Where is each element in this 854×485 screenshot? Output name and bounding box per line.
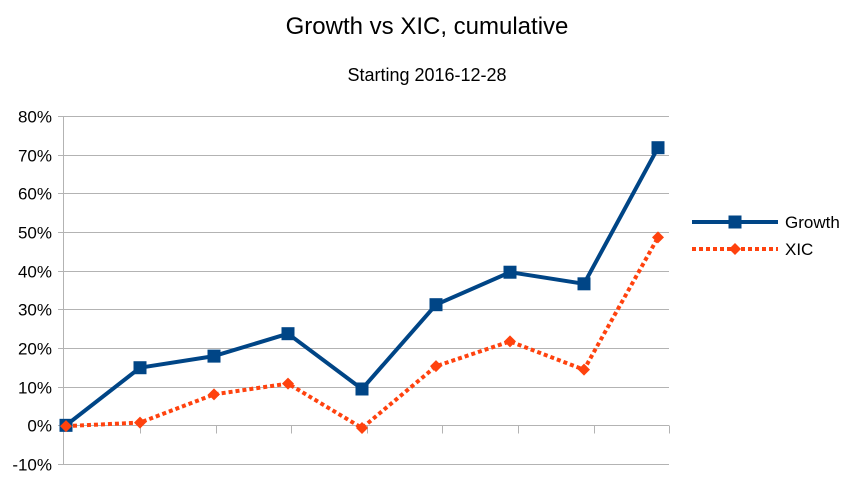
- y-tick-label: 70%: [18, 147, 52, 166]
- data-point-growth: [503, 265, 517, 279]
- series-line-xic: [65, 236, 660, 430]
- legend-label-xic: XIC: [785, 240, 813, 259]
- y-tick-label: 30%: [18, 301, 52, 320]
- y-tick-label: 40%: [18, 263, 52, 282]
- legend-label-growth: Growth: [785, 213, 840, 232]
- data-point-growth: [281, 327, 295, 341]
- grid-lines: [63, 116, 669, 465]
- data-point-xic: [430, 360, 442, 373]
- chart-title: Growth vs XIC, cumulative: [286, 13, 569, 40]
- series-lines: [59, 141, 665, 435]
- y-tick-label: 20%: [18, 340, 52, 359]
- y-tick-label: 50%: [18, 224, 52, 243]
- legend: Growth XIC: [692, 213, 840, 259]
- data-point-xic: [282, 377, 294, 390]
- y-tick-label: 10%: [18, 379, 52, 398]
- data-point-xic: [356, 422, 368, 435]
- data-point-growth: [577, 277, 591, 291]
- data-point-growth: [355, 382, 369, 396]
- y-tick-label: 80%: [18, 108, 52, 127]
- data-point-xic: [504, 335, 516, 348]
- y-axis-tick-labels: -10% 0% 10% 20% 30% 40% 50% 60% 70% 80%: [12, 108, 52, 475]
- data-point-xic: [60, 420, 72, 433]
- y-tick-label: 0%: [27, 417, 52, 436]
- data-point-xic: [208, 388, 220, 401]
- data-point-xic: [578, 363, 590, 376]
- data-point-growth: [207, 349, 221, 363]
- chart-subtitle: Starting 2016-12-28: [347, 65, 506, 85]
- data-point-xic: [134, 416, 146, 429]
- data-point-growth: [651, 141, 665, 155]
- y-tick-label: -10%: [12, 456, 52, 475]
- legend-marker-growth: [728, 215, 742, 229]
- legend-marker-xic: [729, 243, 741, 255]
- y-tick-label: 60%: [18, 185, 52, 204]
- data-point-growth: [429, 298, 443, 312]
- data-point-xic: [652, 231, 664, 244]
- data-point-growth: [133, 361, 147, 375]
